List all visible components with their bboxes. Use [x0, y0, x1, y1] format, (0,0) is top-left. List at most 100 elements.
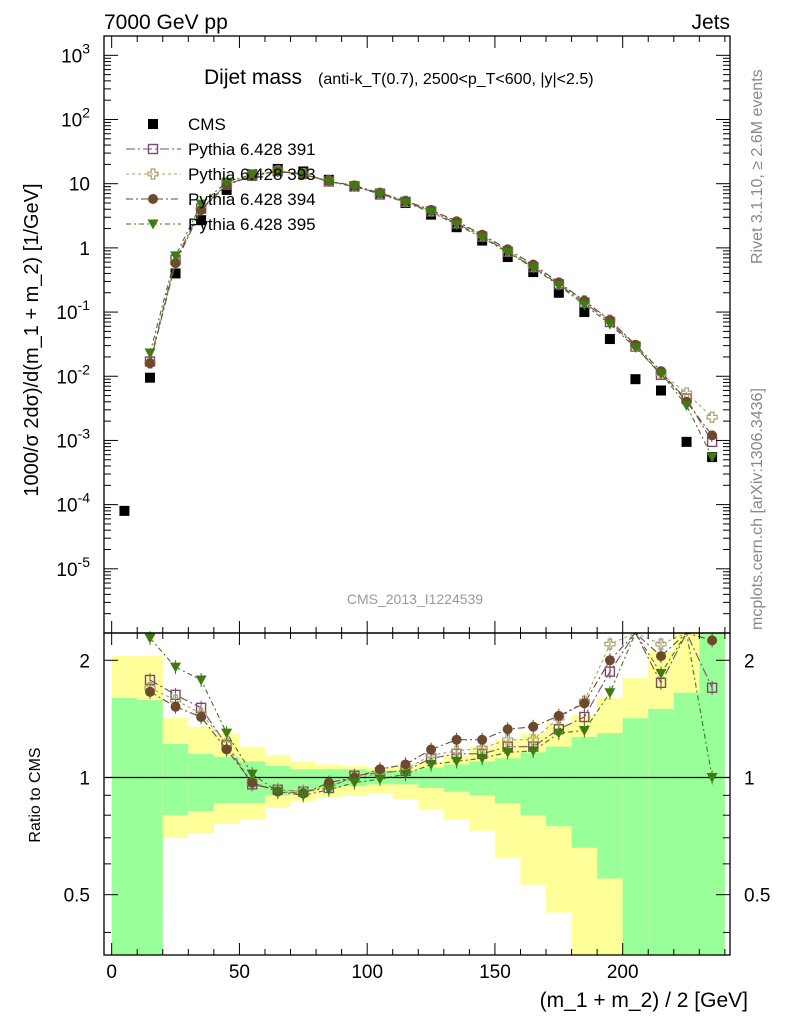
data-point-pythia-6-428-395	[476, 233, 488, 244]
green-band-bin	[188, 753, 214, 812]
green-band-bin	[648, 708, 674, 955]
ratio-point-pythia-6-428-394	[656, 651, 667, 662]
ratio-point-pythia-6-428-394	[374, 764, 385, 775]
data-point-pythia-6-428-395	[400, 197, 412, 208]
data-point-pythia-6-428-395	[297, 170, 309, 181]
legend-marker-cms	[148, 119, 158, 129]
data-point-pythia-6-428-395	[195, 199, 207, 210]
green-band-bin	[213, 756, 240, 803]
y-tick-label-main: 10-4	[56, 490, 90, 517]
data-point-cms	[579, 307, 590, 318]
ratio-y-tick-label-right: 2	[744, 651, 755, 672]
ratio-y-tick-label-left: 1	[79, 768, 90, 789]
ratio-point-pythia-6-428-391	[579, 711, 590, 723]
data-point-pythia-6-428-395	[425, 207, 437, 218]
x-tick-label: 100	[351, 962, 383, 983]
ratio-point-pythia-6-428-395	[451, 756, 463, 767]
data-point-pythia-6-428-395	[323, 177, 335, 188]
ratio-uncertainty-bands	[104, 633, 730, 955]
ratio-point-pythia-6-428-393	[527, 734, 539, 746]
ratio-point-pythia-6-428-394	[323, 777, 334, 788]
y-tick-label-main: 10-5	[56, 554, 90, 581]
data-point-cms	[144, 372, 155, 383]
y-tick-label-main: 10	[69, 175, 90, 196]
data-point-cms	[553, 287, 564, 298]
legend-label-pythia-6-428-393: Pythia 6.428 393	[188, 165, 316, 184]
data-point-cms	[681, 436, 692, 447]
axes: 0 50 100 150 20010-510-410-310-210-111010210…	[56, 35, 770, 983]
data-point-pythia-6-428-394	[170, 258, 181, 269]
ratio-point-pythia-6-428-395	[374, 774, 386, 785]
ratio-point-pythia-6-428-394	[196, 711, 207, 722]
ratio-point-pythia-6-428-394	[400, 759, 411, 770]
mcplots-source-label: mcplots.cern.ch [arXiv:1306.3436]	[749, 388, 766, 630]
green-band-bin	[597, 733, 623, 879]
ratio-line-pythia-6-428-394	[149, 632, 713, 794]
data-point-pythia-6-428-395	[655, 369, 667, 380]
legend-label-pythia-6-428-391: Pythia 6.428 391	[188, 140, 316, 159]
plot-subtitle: (anti-k_T(0.7), 2500<p_T<600, |y|<2.5)	[318, 71, 594, 88]
x-tick-label: 0	[106, 962, 117, 983]
ratio-point-pythia-6-428-395	[195, 675, 207, 686]
ratio-point-pythia-6-428-395	[425, 759, 437, 770]
ratio-point-pythia-6-428-391	[706, 682, 718, 693]
ratio-point-pythia-6-428-394	[426, 744, 437, 755]
data-point-pythia-6-428-395	[706, 452, 718, 463]
ratio-point-pythia-6-428-395	[400, 769, 412, 780]
ratio-y-tick-label-left: 2	[79, 651, 90, 672]
x-tick-label: 200	[607, 962, 639, 983]
ratio-point-pythia-6-428-394	[528, 721, 539, 732]
y-tick-label-main: 10-1	[56, 297, 90, 324]
data-point-pythia-6-428-393	[706, 411, 718, 423]
green-band-bin	[546, 746, 572, 827]
green-band-bin	[673, 692, 700, 955]
data-point-pythia-6-428-395	[502, 247, 514, 258]
x-tick-label: 150	[479, 962, 511, 983]
ratio-series	[144, 631, 718, 803]
data-point-pythia-6-428-394	[707, 430, 718, 441]
data-point-pythia-6-428-395	[144, 348, 156, 359]
ratio-point-pythia-6-428-395	[170, 662, 182, 673]
data-point-pythia-6-428-395	[681, 401, 693, 412]
ratio-panel-frame	[103, 632, 731, 956]
header-left: 7000 GeV pp	[104, 11, 228, 34]
ratio-point-pythia-6-428-395	[706, 772, 718, 783]
green-band-bin	[622, 718, 649, 955]
data-point-pythia-6-428-395	[451, 220, 463, 231]
data-point-pythia-6-428-395	[553, 280, 565, 291]
green-band-bin	[469, 761, 495, 796]
main-series	[119, 163, 718, 516]
analysis-watermark: CMS_2013_I1224539	[347, 591, 483, 607]
data-point-pythia-6-428-395	[221, 177, 233, 188]
green-band-bin	[137, 700, 163, 955]
data-point-cms	[656, 385, 667, 396]
ratio-point-pythia-6-428-393	[655, 638, 667, 650]
ratio-point-pythia-6-428-394	[477, 734, 488, 745]
plot-title: Dijet mass	[204, 66, 302, 89]
legend-label-cms: CMS	[188, 115, 226, 134]
ratio-point-pythia-6-428-394	[170, 701, 181, 712]
data-point-pythia-6-428-395	[629, 343, 641, 354]
ratio-point-pythia-6-428-393	[451, 745, 463, 757]
ratio-point-pythia-6-428-393	[604, 638, 616, 650]
ratio-point-pythia-6-428-395	[272, 787, 284, 798]
ratio-y-tick-label-right: 1	[744, 768, 755, 789]
data-point-cms	[196, 215, 207, 226]
legend: CMS Pythia 6.428 391 Pythia 6.428 393 Pythi…	[126, 115, 316, 234]
legend-label-pythia-6-428-394: Pythia 6.428 394	[188, 190, 316, 209]
ratio-point-pythia-6-428-394	[604, 655, 615, 666]
ratio-point-pythia-6-428-395	[297, 790, 309, 801]
data-point-pythia-6-428-394	[144, 358, 155, 369]
ratio-point-pythia-6-428-394	[221, 744, 232, 755]
y-tick-label-main: 10-3	[56, 425, 90, 452]
y-tick-label-main: 102	[61, 105, 90, 132]
y-tick-label-main: 10-2	[56, 361, 90, 388]
ratio-point-pythia-6-428-394	[707, 635, 718, 646]
ratio-point-pythia-6-428-395	[527, 746, 539, 757]
data-point-cms	[630, 374, 641, 385]
x-axis-label: (m_1 + m_2) / 2 [GeV]	[540, 989, 748, 1012]
green-band-bin	[162, 743, 189, 816]
data-point-pythia-6-428-395	[170, 251, 182, 262]
ratio-point-pythia-6-428-395	[604, 688, 616, 699]
